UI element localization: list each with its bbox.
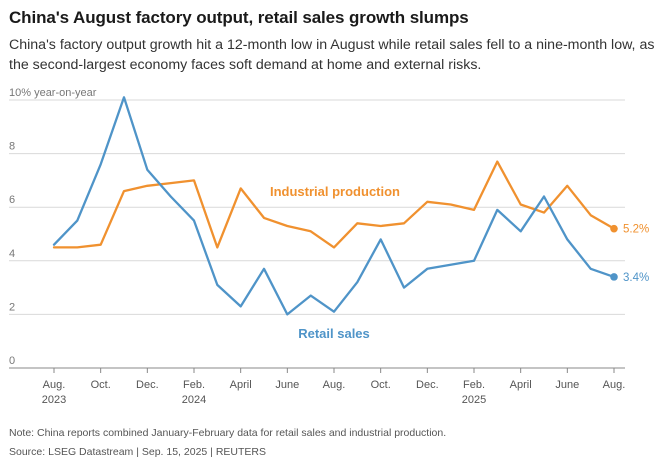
x-tick-label: Oct.	[91, 379, 111, 391]
x-tick-label: April	[510, 379, 532, 391]
x-tick-label: Feb.	[463, 379, 485, 391]
y-tick-label-0: 0	[9, 355, 15, 367]
x-tick-label: Oct.	[371, 379, 391, 391]
y-tick-label-6: 6	[9, 194, 15, 206]
y-axis-label: 10% year-on-year	[9, 87, 97, 99]
retail-sales-end-marker	[610, 273, 618, 281]
x-tick-year-label: 2024	[182, 394, 206, 406]
x-tick-label: Aug.	[43, 379, 66, 391]
x-tick-label: June	[555, 379, 579, 391]
chart-subtitle: China's factory output growth hit a 12-m…	[9, 37, 655, 73]
x-tick-label: June	[275, 379, 299, 391]
x-tick-label: Dec.	[136, 379, 159, 391]
industrial-production-line	[52, 160, 616, 249]
x-tick-label: Aug.	[323, 379, 346, 391]
x-tick-label: Feb.	[183, 379, 205, 391]
y-tick-label-4: 4	[9, 248, 15, 260]
source-line: Source: LSEG Datastream | Sep. 15, 2025 …	[9, 446, 266, 458]
x-tick-label: Dec.	[416, 379, 439, 391]
retail-sales-series-label: Retail sales	[298, 326, 370, 341]
x-tick-year-label: 2025	[462, 394, 486, 406]
industrial-production-series-label: Industrial production	[270, 184, 400, 199]
y-tick-label-8: 8	[9, 141, 15, 153]
retail-sales-end-label: 3.4%	[623, 272, 649, 284]
x-tick-year-label: 2023	[42, 394, 66, 406]
y-tick-label-2: 2	[9, 301, 15, 313]
retail-sales-line	[52, 96, 616, 316]
industrial-production-end-marker	[610, 224, 618, 233]
x-tick-label: Aug.	[603, 379, 626, 391]
x-tick-label: April	[230, 379, 252, 391]
footnote: Note: China reports combined January-Feb…	[9, 427, 447, 439]
industrial-production-end-label: 5.2%	[623, 224, 649, 236]
chart-title: China's August factory output, retail sa…	[9, 8, 469, 27]
